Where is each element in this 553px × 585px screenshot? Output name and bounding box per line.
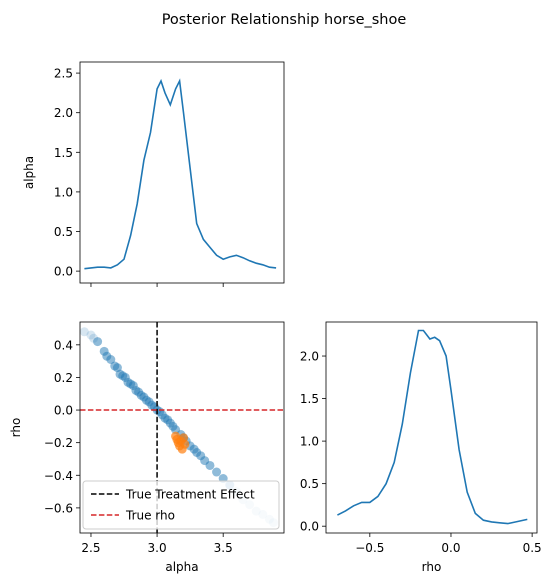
y-axis-label: alpha (22, 156, 36, 189)
axes-frame (79, 321, 285, 534)
x-tick-label: 0.5 (523, 541, 542, 555)
y-tick-label: 2.0 (54, 106, 73, 120)
y-tick-label: −0.4 (44, 469, 73, 483)
y-tick-label: 1.5 (300, 392, 319, 406)
axes-frame (79, 61, 285, 284)
y-axis-label: rho (9, 418, 23, 438)
axes-frame (325, 321, 538, 534)
scatter-point (79, 327, 89, 337)
y-tick-label: 0.5 (300, 477, 319, 491)
legend-label: True rho (125, 509, 175, 523)
y-tick-label: 1.0 (54, 185, 73, 199)
y-tick-label: −0.2 (44, 436, 73, 450)
y-tick-label: 0.5 (54, 225, 73, 239)
scatter-point (205, 460, 215, 470)
scatter-point (106, 355, 116, 365)
x-axis-label: rho (422, 560, 442, 574)
scatter-point (180, 439, 190, 449)
kde-line (84, 78, 277, 270)
y-tick-label: 0.0 (54, 404, 73, 418)
kde-line (337, 329, 528, 525)
y-tick-label: 2.0 (300, 350, 319, 364)
scatter-point (93, 337, 103, 347)
x-axis-label: alpha (165, 560, 198, 574)
x-tick-label: 2.5 (81, 541, 100, 555)
figure-title: Posterior Relationship horse_shoe (162, 12, 407, 28)
legend-box (82, 480, 280, 530)
y-tick-label: 2.5 (54, 67, 73, 81)
x-tick-label: −0.5 (355, 541, 384, 555)
scatter-point (89, 333, 99, 343)
y-tick-label: 1.5 (54, 146, 73, 160)
y-tick-label: 1.0 (300, 435, 319, 449)
scatter-point (86, 330, 96, 340)
x-tick-label: 0.0 (441, 541, 460, 555)
y-tick-label: 0.4 (54, 338, 73, 352)
y-tick-label: 0.2 (54, 371, 73, 385)
x-tick-label: 3.0 (148, 541, 167, 555)
y-tick-label: 0.0 (300, 520, 319, 534)
y-tick-label: 0.0 (54, 265, 73, 279)
legend-label: True Treatment Effect (125, 488, 255, 502)
x-tick-label: 3.5 (214, 541, 233, 555)
scatter-point (212, 467, 222, 477)
y-tick-label: −0.6 (44, 501, 73, 515)
